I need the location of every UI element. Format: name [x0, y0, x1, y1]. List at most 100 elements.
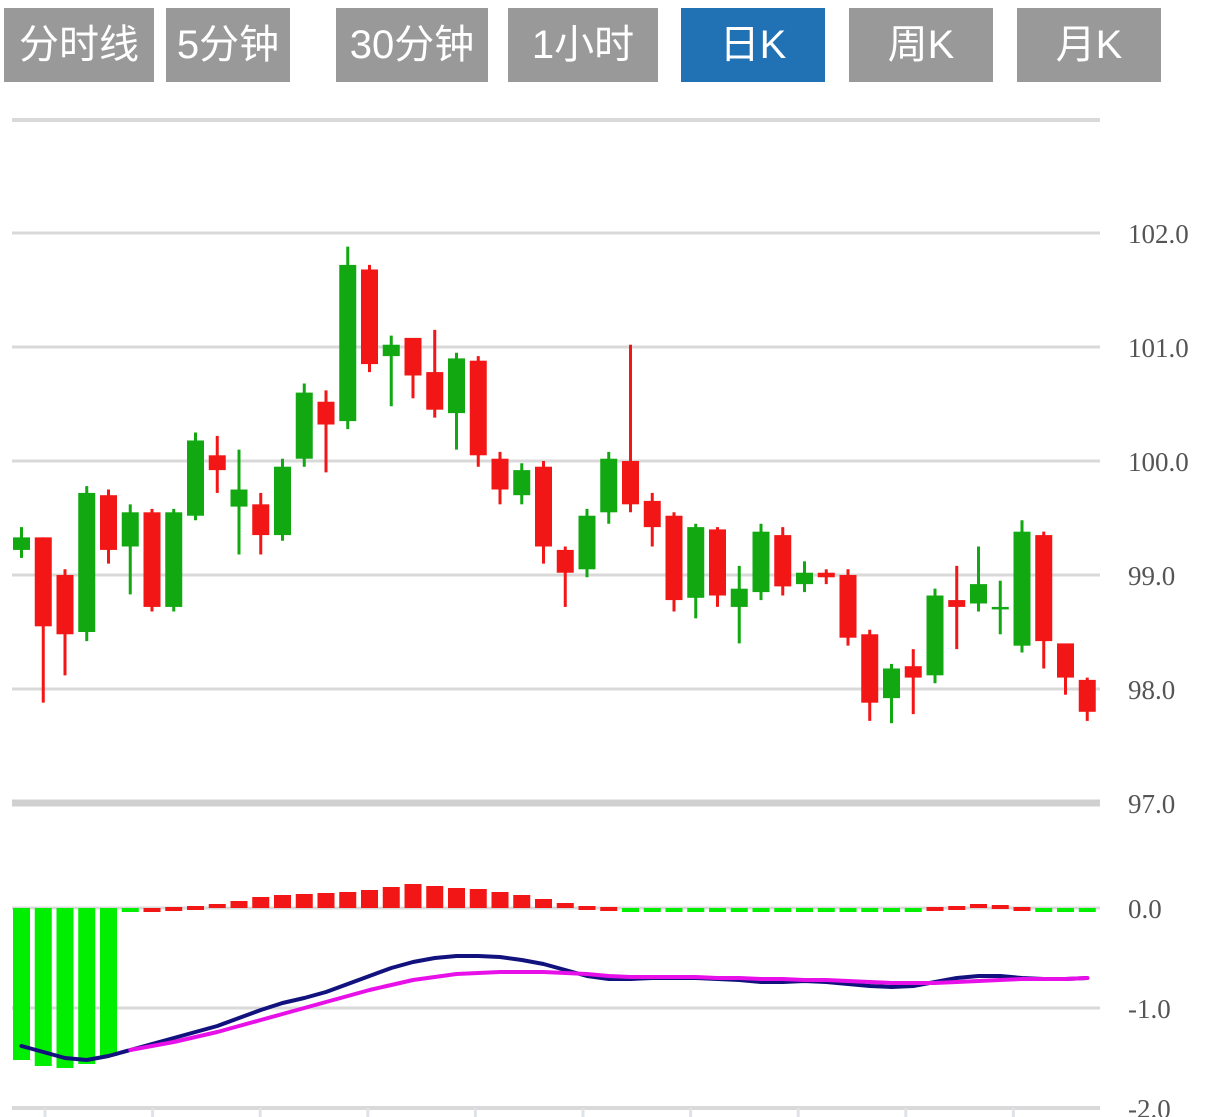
macd-line-series [19, 954, 1090, 1062]
price-axis-label: 101.0 [1128, 333, 1189, 363]
candle-body [817, 572, 835, 578]
candle [687, 523, 705, 619]
macd-histogram-bar [1035, 908, 1053, 912]
candle [295, 383, 313, 467]
candle [165, 508, 183, 612]
macd-histogram-bar [252, 897, 270, 908]
candle [100, 489, 117, 564]
price-axis-label: 99.0 [1128, 561, 1175, 591]
macd-histogram-bar [317, 893, 335, 908]
candle-body [295, 392, 313, 459]
macd-histogram-bar [796, 908, 813, 912]
macd-dea-line [128, 970, 1090, 1052]
chart-area: 102.0 101.0 100.0 99.0 98.0 97.0 0.0 -1.0 -2.0 [0, 95, 1207, 1117]
candle-body [491, 458, 509, 490]
macd-histogram-bar [78, 908, 96, 1064]
macd-histogram-bar [121, 908, 139, 912]
price-axis-labels: 102.0 101.0 100.0 99.0 98.0 97.0 [1128, 219, 1189, 819]
candle [274, 458, 291, 541]
candle [448, 352, 465, 450]
candle-body [100, 495, 117, 550]
candle-body [230, 489, 248, 507]
candle-body [861, 634, 879, 703]
candle-body [469, 360, 487, 456]
macd-histogram-bar [1078, 908, 1096, 912]
candle [78, 486, 96, 642]
candle-body [426, 372, 444, 410]
candle-body [970, 584, 987, 604]
candle [121, 504, 139, 595]
macd-histogram-bar [100, 908, 117, 1056]
candle-body [13, 537, 30, 550]
macd-histogram-bar [774, 908, 792, 912]
macd-histogram-bar [361, 890, 378, 908]
candle-body [1013, 531, 1031, 646]
candle [839, 569, 857, 646]
candle [796, 561, 813, 593]
macd-histogram-bar [143, 908, 161, 912]
macd-histogram-bar [274, 895, 291, 908]
candle [187, 432, 204, 521]
macd-histogram-bar [883, 908, 900, 912]
macd-histogram-bar [926, 907, 944, 911]
timeframe-tab-5[interactable]: 周K [849, 8, 993, 82]
macd-histogram-bar [339, 892, 357, 908]
price-axis-label: 98.0 [1128, 675, 1175, 705]
candle [513, 463, 531, 505]
timeframe-tab-3[interactable]: 1小时 [508, 8, 658, 82]
candle-body [448, 358, 465, 414]
timeframe-tab-1[interactable]: 5分钟 [166, 8, 290, 82]
macd-histogram-bar [535, 899, 552, 908]
timeframe-tab-6[interactable]: 月K [1017, 8, 1161, 82]
macd-histogram-bar [991, 905, 1009, 909]
macd-histogram-bar [839, 908, 857, 912]
stock-chart: 102.0 101.0 100.0 99.0 98.0 97.0 0.0 -1.0 -2.0 [12, 118, 1189, 1117]
macd-axis-label: -2.0 [1128, 1094, 1171, 1117]
macd-histogram-series [13, 884, 1096, 1068]
macd-axis-label: -1.0 [1128, 994, 1171, 1024]
candle-body [143, 512, 161, 607]
candle-body [252, 504, 270, 536]
macd-histogram-bar [404, 884, 422, 908]
candle-body [317, 401, 335, 425]
candle-body [709, 529, 726, 596]
price-axis-label: 100.0 [1128, 447, 1189, 477]
candlestick-series [13, 246, 1096, 724]
candle [208, 435, 226, 493]
timeframe-tab-bar: 分时线 5分钟 30分钟 1小时 日K 周K 月K [0, 0, 1207, 95]
macd-histogram-bar [578, 906, 596, 910]
timeframe-tab-4[interactable]: 日K [681, 8, 825, 82]
macd-axis-label: 0.0 [1128, 894, 1162, 924]
candle-body [187, 440, 204, 516]
candle-body [600, 458, 618, 513]
price-axis-label: 97.0 [1128, 789, 1175, 819]
x-axis-ticks [43, 1108, 1015, 1117]
candle-body [556, 549, 574, 573]
timeframe-tab-2[interactable]: 30分钟 [336, 8, 488, 82]
candle-body [622, 461, 639, 505]
candle [469, 356, 487, 467]
candle [491, 451, 509, 505]
macd-histogram-bar [187, 906, 204, 910]
macd-histogram-bar [861, 908, 879, 912]
macd-histogram-bar [208, 904, 226, 908]
macd-histogram-bar [448, 888, 465, 908]
macd-histogram-bar [752, 908, 770, 912]
candle-body [34, 537, 52, 627]
candle-body [926, 595, 944, 676]
timeframe-tab-0[interactable]: 分时线 [4, 8, 154, 82]
candle-body [665, 515, 683, 601]
candle-body [404, 337, 422, 376]
candle-body [339, 264, 357, 422]
candle [948, 565, 966, 650]
candle-body [730, 588, 748, 607]
macd-histogram-bar [13, 908, 30, 1060]
candle-body [752, 531, 770, 593]
candle [556, 546, 574, 607]
candle-body [382, 344, 400, 357]
candle [252, 492, 270, 555]
price-axis-label: 102.0 [1128, 219, 1189, 249]
candle [1013, 520, 1031, 653]
candle [317, 390, 335, 473]
candle-body [991, 606, 1009, 610]
